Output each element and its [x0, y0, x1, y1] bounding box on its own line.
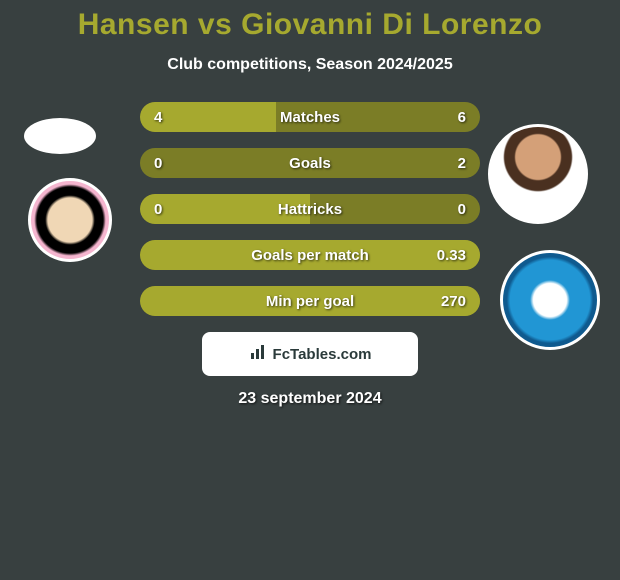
chart-icon — [249, 343, 267, 366]
comparison-card: Hansen vs Giovanni Di Lorenzo Club compe… — [0, 0, 620, 580]
date-label: 23 september 2024 — [0, 390, 620, 408]
stat-label: Min per goal — [140, 286, 480, 316]
stat-label: Matches — [140, 102, 480, 132]
stat-row: 0Hattricks0 — [140, 194, 480, 224]
subtitle: Club competitions, Season 2024/2025 — [0, 56, 620, 74]
watermark-text: FcTables.com — [273, 346, 372, 363]
stat-right-value: 0.33 — [437, 240, 466, 270]
stat-right-value: 0 — [458, 194, 466, 224]
stat-row: Min per goal270 — [140, 286, 480, 316]
stat-label: Hattricks — [140, 194, 480, 224]
watermark: FcTables.com — [202, 332, 418, 376]
stat-row: 4Matches6 — [140, 102, 480, 132]
stat-label: Goals — [140, 148, 480, 178]
page-title: Hansen vs Giovanni Di Lorenzo — [0, 8, 620, 42]
stat-right-value: 2 — [458, 148, 466, 178]
stat-right-value: 6 — [458, 102, 466, 132]
player-right-avatar — [488, 124, 588, 224]
stat-label: Goals per match — [140, 240, 480, 270]
stat-row: Goals per match0.33 — [140, 240, 480, 270]
club-left-logo — [28, 178, 112, 262]
player-left-avatar — [24, 118, 96, 154]
stat-right-value: 270 — [441, 286, 466, 316]
club-right-logo — [500, 250, 600, 350]
stat-row: 0Goals2 — [140, 148, 480, 178]
